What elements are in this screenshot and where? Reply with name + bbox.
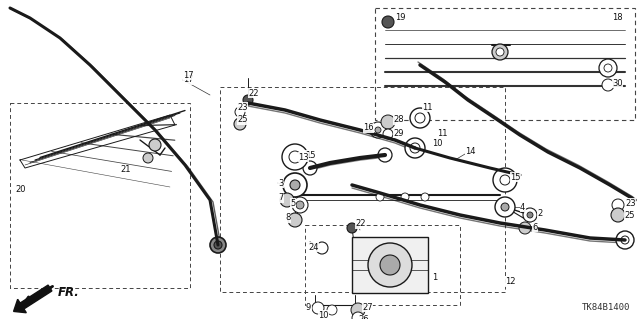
Text: 16: 16 bbox=[363, 123, 374, 132]
Circle shape bbox=[383, 129, 393, 139]
Circle shape bbox=[351, 303, 365, 317]
Circle shape bbox=[375, 127, 381, 133]
Circle shape bbox=[616, 231, 634, 249]
Text: 21: 21 bbox=[120, 166, 131, 174]
Circle shape bbox=[410, 108, 430, 128]
Circle shape bbox=[210, 237, 226, 253]
Polygon shape bbox=[20, 115, 175, 168]
Circle shape bbox=[493, 168, 517, 192]
Text: 26: 26 bbox=[358, 315, 369, 319]
Circle shape bbox=[381, 115, 395, 129]
Text: 17: 17 bbox=[183, 76, 194, 85]
Text: 11: 11 bbox=[437, 129, 447, 137]
Bar bbox=[352, 237, 428, 293]
Circle shape bbox=[612, 199, 624, 211]
Text: 24: 24 bbox=[308, 242, 319, 251]
Circle shape bbox=[368, 243, 412, 287]
Circle shape bbox=[280, 193, 294, 207]
Text: 18: 18 bbox=[612, 13, 623, 23]
Text: 5: 5 bbox=[290, 198, 295, 207]
Text: 4: 4 bbox=[520, 203, 525, 211]
Text: 9: 9 bbox=[306, 302, 311, 311]
Text: 25: 25 bbox=[624, 211, 634, 219]
Circle shape bbox=[500, 175, 510, 185]
Circle shape bbox=[415, 113, 425, 123]
Circle shape bbox=[495, 197, 515, 217]
Circle shape bbox=[312, 302, 324, 314]
Text: 14: 14 bbox=[465, 147, 476, 157]
Text: 10: 10 bbox=[432, 138, 442, 147]
Bar bbox=[375, 8, 635, 120]
Text: 20: 20 bbox=[15, 186, 26, 195]
Text: TK84B1400: TK84B1400 bbox=[582, 303, 630, 312]
Text: 22: 22 bbox=[248, 88, 259, 98]
Circle shape bbox=[282, 144, 308, 170]
Text: FR.: FR. bbox=[58, 286, 80, 299]
Circle shape bbox=[327, 305, 337, 315]
Circle shape bbox=[143, 153, 153, 163]
Circle shape bbox=[378, 148, 392, 162]
Text: 17: 17 bbox=[183, 70, 194, 79]
Circle shape bbox=[621, 236, 629, 244]
Text: 19: 19 bbox=[395, 13, 406, 23]
Text: 6: 6 bbox=[532, 222, 538, 232]
Circle shape bbox=[405, 138, 425, 158]
Text: 15: 15 bbox=[305, 151, 316, 160]
Text: 1: 1 bbox=[432, 273, 437, 283]
Circle shape bbox=[352, 312, 364, 319]
Text: 2: 2 bbox=[537, 209, 542, 218]
Circle shape bbox=[599, 59, 617, 77]
Text: 23: 23 bbox=[237, 102, 248, 112]
Circle shape bbox=[347, 223, 357, 233]
Text: 30: 30 bbox=[612, 78, 623, 87]
Circle shape bbox=[289, 151, 301, 163]
Circle shape bbox=[296, 201, 304, 209]
Text: 13: 13 bbox=[298, 152, 308, 161]
Circle shape bbox=[527, 212, 533, 218]
Circle shape bbox=[234, 118, 246, 130]
Text: 23: 23 bbox=[625, 198, 636, 207]
Text: 27: 27 bbox=[362, 302, 372, 311]
Circle shape bbox=[376, 193, 384, 201]
Text: 12: 12 bbox=[505, 278, 515, 286]
FancyArrow shape bbox=[13, 285, 52, 313]
Bar bbox=[305, 225, 460, 305]
Text: 28: 28 bbox=[393, 115, 404, 124]
Circle shape bbox=[292, 197, 308, 213]
Circle shape bbox=[410, 143, 420, 153]
Circle shape bbox=[421, 193, 429, 201]
Circle shape bbox=[604, 64, 612, 72]
Circle shape bbox=[501, 203, 509, 211]
Text: 8: 8 bbox=[285, 213, 291, 222]
Circle shape bbox=[214, 241, 222, 249]
Circle shape bbox=[519, 222, 531, 234]
Text: 15: 15 bbox=[510, 173, 520, 182]
Circle shape bbox=[496, 48, 504, 56]
Circle shape bbox=[235, 107, 245, 117]
Circle shape bbox=[611, 208, 625, 222]
Text: 11: 11 bbox=[422, 102, 433, 112]
Text: 7: 7 bbox=[278, 194, 284, 203]
Bar bbox=[220, 87, 505, 292]
Circle shape bbox=[401, 193, 409, 201]
Circle shape bbox=[149, 139, 161, 151]
Circle shape bbox=[602, 79, 614, 91]
Circle shape bbox=[382, 16, 394, 28]
Circle shape bbox=[288, 213, 302, 227]
Text: 29: 29 bbox=[393, 129, 403, 137]
Text: 25: 25 bbox=[237, 115, 248, 124]
Text: 22: 22 bbox=[355, 219, 365, 228]
Circle shape bbox=[290, 180, 300, 190]
Circle shape bbox=[316, 242, 328, 254]
Text: 10: 10 bbox=[318, 310, 328, 319]
Circle shape bbox=[370, 122, 386, 138]
Circle shape bbox=[243, 95, 253, 105]
Circle shape bbox=[380, 255, 400, 275]
Text: 3: 3 bbox=[278, 179, 284, 188]
Circle shape bbox=[492, 44, 508, 60]
Bar bbox=[10, 103, 190, 288]
Circle shape bbox=[523, 208, 537, 222]
Circle shape bbox=[303, 161, 317, 175]
Circle shape bbox=[283, 173, 307, 197]
